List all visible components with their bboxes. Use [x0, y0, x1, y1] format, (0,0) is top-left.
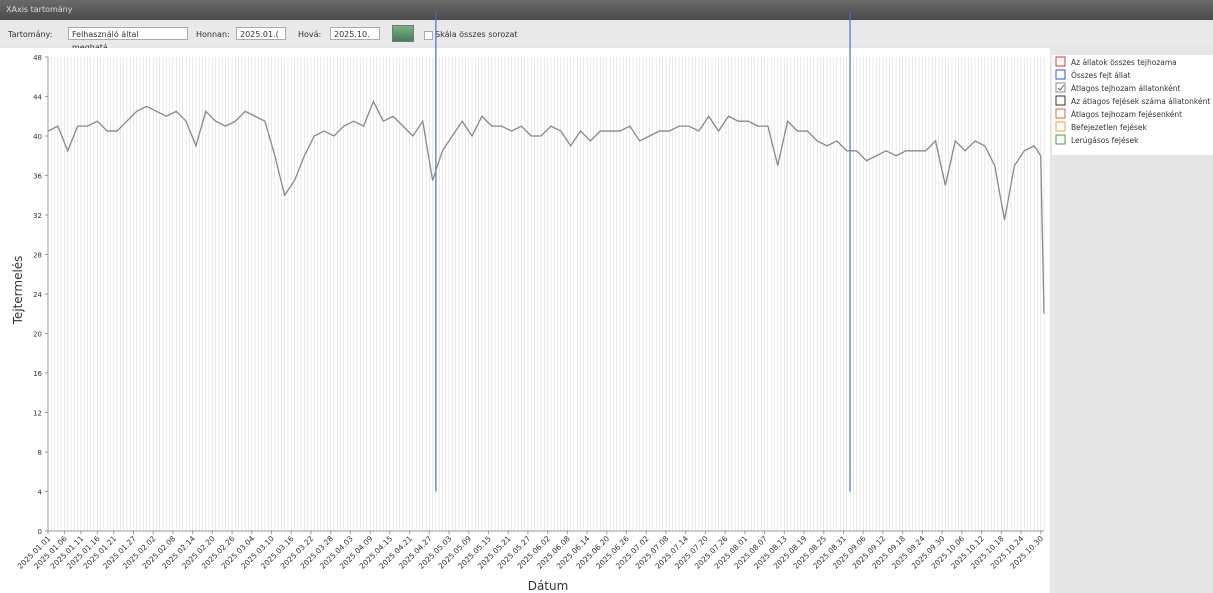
legend-label: Befejezetlen fejések [1071, 123, 1148, 132]
x-axis-title: Dátum [528, 579, 569, 593]
legend-checkbox[interactable] [1055, 108, 1066, 119]
y-tick-label: 28 [33, 252, 42, 260]
y-tick-label: 0 [38, 528, 42, 536]
series-line [47, 99, 1045, 314]
y-tick-label: 4 [38, 489, 43, 497]
legend-checkbox[interactable] [1055, 56, 1066, 67]
y-tick-label: 44 [33, 94, 42, 102]
legend-check [1057, 84, 1065, 91]
y-tick-label: 40 [33, 133, 42, 141]
y-tick-label: 32 [33, 212, 42, 220]
legend-checkbox[interactable] [1055, 134, 1066, 145]
y-tick-label: 12 [33, 410, 42, 418]
legend-label: Az átlagos fejések száma állatonként [1071, 97, 1210, 106]
legend-label: Összes fejt állat [1071, 71, 1131, 80]
legend-checkbox[interactable] [1055, 95, 1066, 106]
toolbar: Tartomány: Felhasználó által meghatá... … [0, 22, 1213, 52]
legend-label: Átlagos tejhozam állatonként [1071, 84, 1181, 93]
y-tick-label: 48 [33, 54, 42, 62]
window-title: XAxis tartomány [0, 0, 1213, 20]
y-tick-label: 20 [33, 331, 42, 339]
range-select[interactable]: Felhasználó által meghatá... [68, 27, 188, 52]
legend-label: Átlagos tejhozam fejésenként [1071, 110, 1182, 119]
scale-label: Skála összes sorozat [435, 30, 518, 39]
legend-panel [1052, 55, 1213, 155]
legend-checkbox[interactable] [1055, 69, 1066, 80]
from-label: Honnan: [196, 30, 230, 39]
legend-label: Az állatok összes tejhozama [1071, 58, 1177, 67]
from-select[interactable]: 2025.01.( [236, 27, 286, 40]
refresh-button[interactable] [392, 25, 414, 42]
legend-label: Lerúgásos fejések [1071, 136, 1139, 145]
legend-checkbox[interactable] [1055, 121, 1066, 132]
y-tick-label: 16 [33, 370, 42, 378]
to-select[interactable]: 2025.10. [330, 27, 380, 40]
y-tick-label: 24 [33, 291, 42, 299]
range-label: Tartomány: [8, 30, 53, 39]
y-tick-label: 36 [33, 173, 42, 181]
to-label: Hová: [298, 30, 322, 39]
chart-panel [0, 48, 1050, 593]
y-axis-title: Tejtermelés [11, 256, 25, 326]
scale-checkbox[interactable] [424, 31, 433, 40]
y-tick-label: 8 [38, 449, 42, 457]
legend-checkbox[interactable] [1055, 82, 1066, 93]
